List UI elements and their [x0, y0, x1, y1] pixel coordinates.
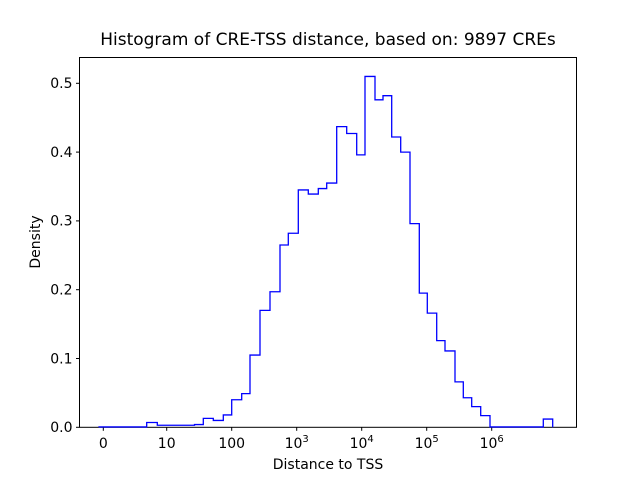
y-tick-label: 0.5 — [50, 76, 72, 92]
x-tick-label: 106 — [480, 434, 504, 452]
x-tick-label: 104 — [350, 434, 374, 452]
x-tick-label: 0 — [99, 436, 108, 452]
x-tick-label: 103 — [285, 434, 309, 452]
y-axis-label: Density — [28, 215, 44, 269]
y-tick-label: 0.4 — [50, 145, 72, 161]
y-tick-label: 0.2 — [50, 283, 72, 299]
y-tick-label: 0.0 — [50, 420, 72, 436]
x-tick-label: 10 — [158, 436, 176, 452]
x-tick-label: 105 — [415, 434, 439, 452]
chart-title: Histogram of CRE-TSS distance, based on:… — [100, 30, 556, 50]
x-tick-label: 100 — [218, 436, 245, 452]
histogram-step-line — [98, 75, 554, 428]
y-tick-label: 0.1 — [50, 351, 72, 367]
plot-border — [79, 57, 577, 428]
y-tick-label: 0.3 — [50, 214, 72, 230]
x-axis-label: Distance to TSS — [272, 457, 384, 473]
